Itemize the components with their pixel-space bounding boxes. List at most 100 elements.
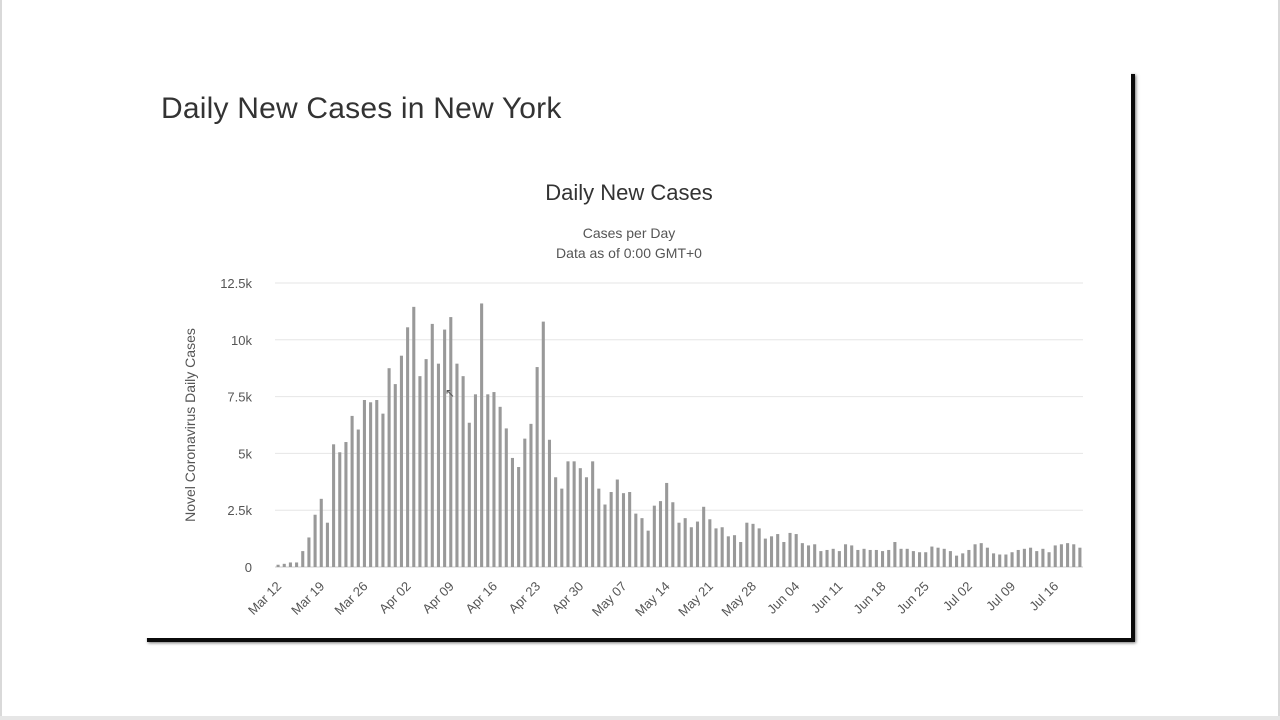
- bar[interactable]: [381, 413, 385, 567]
- bar[interactable]: [621, 493, 626, 567]
- bar[interactable]: [893, 542, 897, 567]
- bar[interactable]: [769, 536, 774, 567]
- bar[interactable]: [634, 513, 638, 567]
- bar[interactable]: [572, 461, 576, 567]
- bar[interactable]: [640, 518, 644, 567]
- bar[interactable]: [566, 461, 570, 567]
- bar[interactable]: [702, 506, 706, 567]
- bar[interactable]: [955, 555, 959, 567]
- bar[interactable]: [424, 359, 428, 567]
- bar[interactable]: [628, 492, 632, 567]
- bar[interactable]: [1059, 544, 1063, 567]
- bar[interactable]: [282, 563, 286, 567]
- bar[interactable]: [356, 429, 360, 567]
- bar[interactable]: [325, 522, 329, 567]
- bar[interactable]: [338, 452, 342, 567]
- bar[interactable]: [554, 477, 558, 567]
- bar[interactable]: [307, 537, 311, 567]
- bar[interactable]: [899, 548, 903, 567]
- bar[interactable]: [1004, 554, 1008, 568]
- bar[interactable]: [1047, 552, 1051, 567]
- bar[interactable]: [911, 551, 915, 567]
- bar[interactable]: [776, 534, 780, 567]
- bar[interactable]: [597, 488, 601, 567]
- bar[interactable]: [1041, 548, 1045, 567]
- bar[interactable]: [486, 394, 490, 567]
- bar[interactable]: [350, 415, 354, 567]
- bar[interactable]: [615, 479, 619, 567]
- bar[interactable]: [924, 552, 928, 567]
- bar[interactable]: [757, 528, 761, 567]
- bar[interactable]: [276, 564, 280, 567]
- bar[interactable]: [560, 488, 564, 567]
- bar[interactable]: [295, 562, 299, 567]
- bar[interactable]: [449, 317, 453, 567]
- bar[interactable]: [985, 547, 989, 567]
- bar[interactable]: [393, 384, 397, 567]
- bar[interactable]: [967, 549, 971, 567]
- bar[interactable]: [905, 548, 909, 567]
- bar[interactable]: [652, 505, 656, 567]
- bar[interactable]: [837, 551, 841, 567]
- bar[interactable]: [529, 423, 533, 567]
- bar[interactable]: [443, 329, 447, 567]
- bar[interactable]: [930, 546, 934, 567]
- bar[interactable]: [1016, 549, 1020, 567]
- bar[interactable]: [683, 518, 687, 567]
- bar[interactable]: [665, 482, 669, 567]
- bar[interactable]: [584, 477, 589, 567]
- bar[interactable]: [695, 521, 700, 567]
- bar[interactable]: [578, 468, 582, 567]
- bar[interactable]: [1066, 543, 1070, 567]
- bar[interactable]: [936, 547, 940, 567]
- bar[interactable]: [677, 522, 681, 567]
- bar[interactable]: [609, 492, 613, 567]
- bar[interactable]: [517, 467, 521, 567]
- bar[interactable]: [813, 544, 817, 567]
- bar[interactable]: [541, 321, 545, 567]
- bar[interactable]: [843, 544, 848, 567]
- bar[interactable]: [1029, 547, 1033, 567]
- bar[interactable]: [794, 534, 798, 567]
- bar[interactable]: [689, 527, 693, 567]
- bar[interactable]: [948, 551, 952, 567]
- bar[interactable]: [430, 323, 434, 567]
- bar[interactable]: [887, 549, 891, 567]
- bar[interactable]: [1010, 552, 1014, 567]
- bar[interactable]: [788, 532, 792, 567]
- bar[interactable]: [646, 530, 650, 567]
- bar[interactable]: [800, 543, 804, 567]
- bar[interactable]: [418, 376, 422, 567]
- bar[interactable]: [288, 562, 292, 567]
- bar[interactable]: [1078, 547, 1082, 567]
- bar[interactable]: [782, 542, 786, 567]
- bar[interactable]: [473, 394, 477, 567]
- bar[interactable]: [1053, 545, 1057, 567]
- bar[interactable]: [918, 552, 922, 567]
- bar[interactable]: [535, 367, 539, 567]
- bar[interactable]: [313, 514, 317, 567]
- bar[interactable]: [745, 522, 749, 567]
- bar[interactable]: [301, 551, 305, 567]
- bar[interactable]: [708, 519, 712, 567]
- bar[interactable]: [992, 553, 996, 567]
- bar[interactable]: [726, 536, 730, 567]
- bar[interactable]: [467, 422, 471, 567]
- bar[interactable]: [751, 523, 755, 567]
- bar[interactable]: [436, 363, 440, 567]
- bar[interactable]: [979, 543, 983, 567]
- bar[interactable]: [831, 548, 835, 567]
- bar[interactable]: [806, 545, 811, 567]
- bar[interactable]: [319, 498, 323, 567]
- bar[interactable]: [856, 549, 860, 567]
- bar[interactable]: [868, 549, 872, 567]
- bar[interactable]: [344, 442, 348, 567]
- bar[interactable]: [332, 444, 336, 567]
- bar[interactable]: [510, 457, 514, 567]
- bar[interactable]: [732, 535, 737, 567]
- bar[interactable]: [406, 327, 410, 567]
- bar[interactable]: [671, 502, 675, 567]
- bar[interactable]: [399, 355, 403, 567]
- bar[interactable]: [498, 406, 502, 567]
- bar[interactable]: [819, 551, 823, 567]
